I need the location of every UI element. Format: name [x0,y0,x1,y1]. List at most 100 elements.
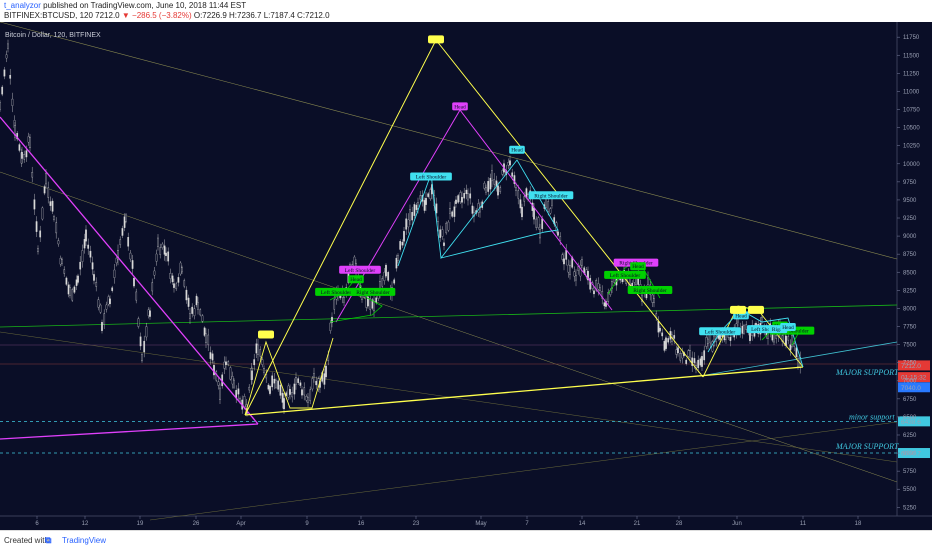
candle-body [701,356,703,367]
candle-body [199,309,202,316]
price-tag: 6000.7 [901,451,921,458]
candle-body [667,338,670,343]
candle-body [127,237,130,247]
pattern-label: Left Shoulder [345,267,376,274]
candle-body [789,344,792,351]
pattern-label: Left Shoulder [321,289,352,296]
price-axis [897,22,932,530]
candle-body [651,294,654,303]
candle-body [325,365,327,378]
candle-body [511,172,514,177]
candle-body [501,170,504,175]
candle-body [411,212,414,221]
candle-body [441,229,444,237]
candle-body [515,187,517,191]
candle-body [115,257,118,264]
candle-body [195,295,198,306]
candle-body [9,74,12,79]
pattern-label: Head [511,148,523,154]
candle-body [305,396,308,401]
candle-body [517,190,520,199]
tradingview-brand[interactable]: TradingView [62,536,107,545]
candle-body [47,187,50,198]
candle-body [419,195,422,200]
x-tick-label: 18 [855,521,862,527]
x-tick-label: 26 [193,521,200,527]
candle-body [283,398,285,410]
candle-body [21,151,23,159]
down-arrow-icon: ▼ [121,11,130,20]
candle-body [367,296,369,307]
candle-body [309,389,312,402]
candle-body [519,199,522,209]
pattern-label: Head [350,277,362,283]
x-tick-label: 12 [82,521,89,527]
last-price: 7212.0 [95,11,120,20]
candle-body [561,254,564,260]
candle-body [581,259,583,266]
candle-body [539,229,541,239]
created-with-text: Created with [4,536,49,545]
candle-body [131,260,134,269]
candle-body [145,326,148,338]
candle-body [467,193,469,201]
candle-body [673,335,676,339]
publish-text: published on TradingView.com, June 10, 2… [43,1,247,10]
candle-body [69,287,71,296]
x-tick-label: 9 [305,521,309,527]
x-tick-label: 23 [413,521,420,527]
candle-body [233,379,235,388]
candle-body [569,265,571,275]
candle-body [291,392,294,398]
candle-body [407,219,410,228]
candle-body [663,341,666,351]
candle-body [579,264,582,277]
candle-body [139,336,142,347]
candle-body [65,277,68,285]
tradingview-logo-icon[interactable]: ⧉ [45,535,52,545]
x-tick-label: 21 [634,521,641,527]
candle-body [413,204,416,216]
candle-body [33,199,36,210]
chart-title: Bitcoin / Dollar, 120, BITFINEX [5,32,101,39]
y-tick-label: 10750 [903,108,920,114]
candle-body [23,154,26,160]
candle-body [447,221,450,231]
candle-body [39,230,42,238]
pattern-label: Head [782,325,794,331]
chart-area[interactable]: Left Shoulder Head Left Shoulder Right Shou… [0,22,932,530]
candle-body [191,306,194,314]
y-tick-label: 6250 [903,433,917,439]
pattern-label-box [630,262,646,271]
candle-body [129,252,132,260]
candle-body [219,387,221,400]
magenta-trendline-left [0,116,259,425]
candle-body [589,278,592,290]
candle-body [187,297,190,307]
pattern-label-box [452,102,468,111]
candle-body [51,200,54,212]
candle-body [57,240,60,245]
candle-body [31,172,34,178]
candle-body [137,318,140,327]
symbol-name: BITFINEX:BTCUSD, 120 [4,11,93,20]
candle-body [697,359,700,369]
candle-body [703,350,706,361]
candle-body [161,243,164,248]
price-tag-box [898,448,930,459]
candle-body [193,308,196,316]
candle-body [63,269,66,274]
y-tick-label: 7500 [903,343,917,349]
candle-body [523,196,526,202]
price-chart[interactable]: Left Shoulder Head Left Shoulder Right Shou… [0,22,932,530]
candle-body [67,284,70,295]
candle-body [11,98,14,106]
author-link[interactable]: t_analyzor [4,1,41,10]
pattern-label-box [604,270,646,279]
y-tick-label: 11500 [903,53,920,59]
price-change: −286.5 (−3.82%) [132,11,192,20]
candle-body [95,282,98,287]
candle-body [113,269,116,278]
candle-body [35,221,38,232]
candle-body [499,187,502,192]
